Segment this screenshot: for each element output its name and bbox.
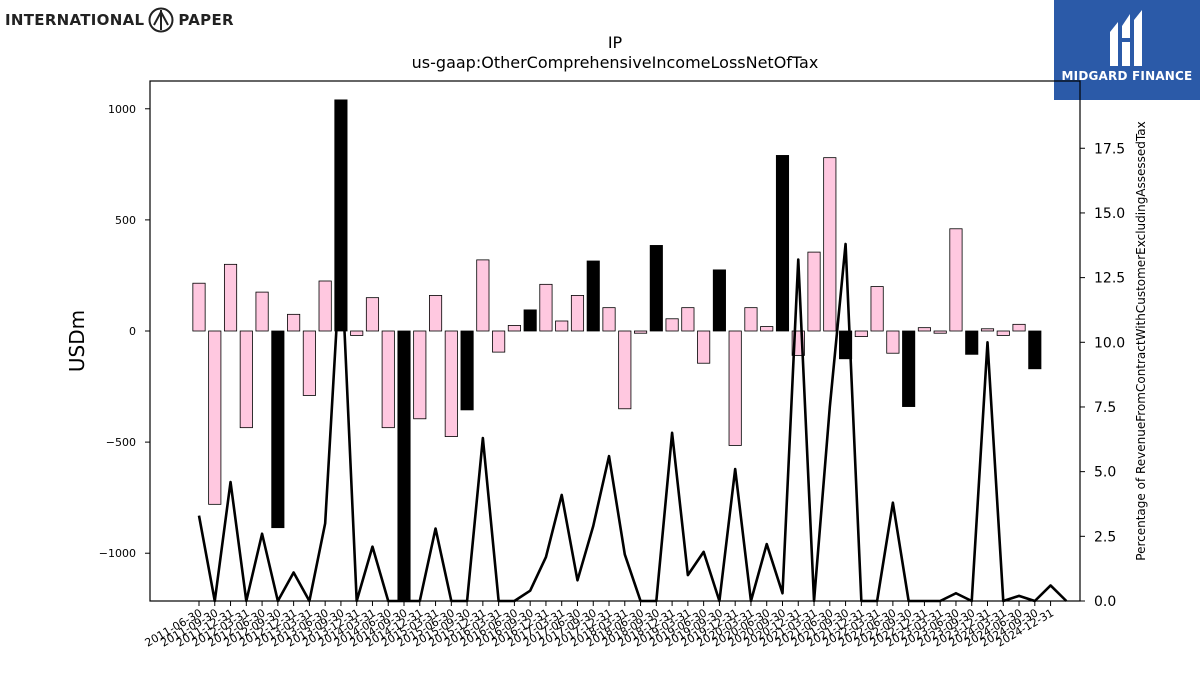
bar	[192, 282, 206, 332]
bar	[1028, 330, 1042, 370]
bar	[365, 297, 380, 332]
y2-tick-label: 7.5	[1094, 400, 1116, 416]
bar	[208, 330, 222, 505]
bar	[302, 330, 316, 396]
bar	[933, 330, 947, 334]
bar	[902, 330, 916, 407]
bar	[917, 327, 931, 332]
bar	[444, 330, 458, 437]
bar	[870, 286, 884, 332]
brand-left-text-1: INTERNATIONAL	[5, 11, 145, 29]
bar	[602, 307, 616, 332]
bar	[413, 330, 427, 420]
bar	[1012, 323, 1026, 332]
bar	[428, 295, 443, 332]
y-tick-label: 500	[115, 214, 136, 227]
chart-subtitle: us-gaap:OtherComprehensiveIncomeLossNetO…	[412, 53, 819, 72]
bar	[397, 330, 411, 602]
bar	[712, 269, 726, 332]
bar	[697, 330, 711, 364]
y2-tick-label: 2.5	[1094, 529, 1116, 545]
bars-layer	[192, 99, 1042, 602]
y-tick-label: 1000	[108, 103, 136, 116]
bar	[586, 260, 600, 332]
bar	[634, 330, 648, 334]
bar	[760, 326, 774, 332]
bar	[775, 155, 790, 332]
chart-title: IP	[608, 33, 623, 52]
bar	[523, 309, 537, 332]
international-paper-logo-icon	[148, 7, 174, 33]
bar	[823, 157, 837, 332]
bar	[665, 318, 679, 332]
bar	[381, 330, 395, 429]
international-paper-brand: INTERNATIONAL PAPER	[5, 5, 234, 35]
bar	[287, 313, 301, 332]
bar	[271, 330, 285, 529]
bar	[239, 330, 253, 429]
bar	[570, 295, 585, 332]
y-axis-label: USDm	[65, 310, 89, 372]
bar	[744, 307, 758, 332]
bar	[681, 307, 695, 332]
brand-left-text-2: PAPER	[178, 11, 234, 29]
midgard-finance-logo-icon	[1110, 10, 1142, 66]
bar	[555, 320, 569, 332]
bar	[223, 263, 238, 332]
bar	[318, 280, 332, 332]
bar	[807, 251, 821, 332]
midgard-finance-brand: MIDGARD FINANCE	[1054, 0, 1200, 100]
y-tick-label: −500	[106, 436, 136, 449]
bar	[618, 330, 632, 410]
bar	[492, 330, 506, 353]
bar	[255, 291, 269, 332]
y-tick-label: −1000	[99, 547, 136, 560]
bar	[980, 328, 995, 332]
y2-tick-label: 15.0	[1094, 206, 1125, 222]
bar	[949, 228, 963, 332]
midgard-finance-name: MIDGARD FINANCE	[1061, 69, 1193, 83]
bar	[476, 259, 490, 332]
bar	[965, 330, 979, 355]
plot-frame	[149, 80, 1081, 602]
bar	[507, 325, 521, 332]
y2-axis-label: Percentage of RevenueFromContractWithCus…	[1134, 121, 1148, 560]
bar	[996, 330, 1010, 336]
bar	[460, 330, 474, 411]
y2-tick-label: 5.0	[1094, 465, 1116, 481]
bar	[649, 245, 663, 332]
y-tick-label: 0	[129, 325, 136, 338]
bar	[728, 330, 742, 446]
y2-tick-label: 17.5	[1094, 141, 1125, 157]
bar	[334, 99, 348, 332]
bar	[350, 330, 364, 336]
y2-tick-label: 10.0	[1094, 335, 1125, 351]
bar	[886, 330, 900, 354]
bar	[854, 330, 868, 337]
y2-tick-label: 12.5	[1094, 271, 1125, 287]
y2-tick-label: 0.0	[1094, 594, 1116, 610]
bar	[539, 283, 553, 332]
